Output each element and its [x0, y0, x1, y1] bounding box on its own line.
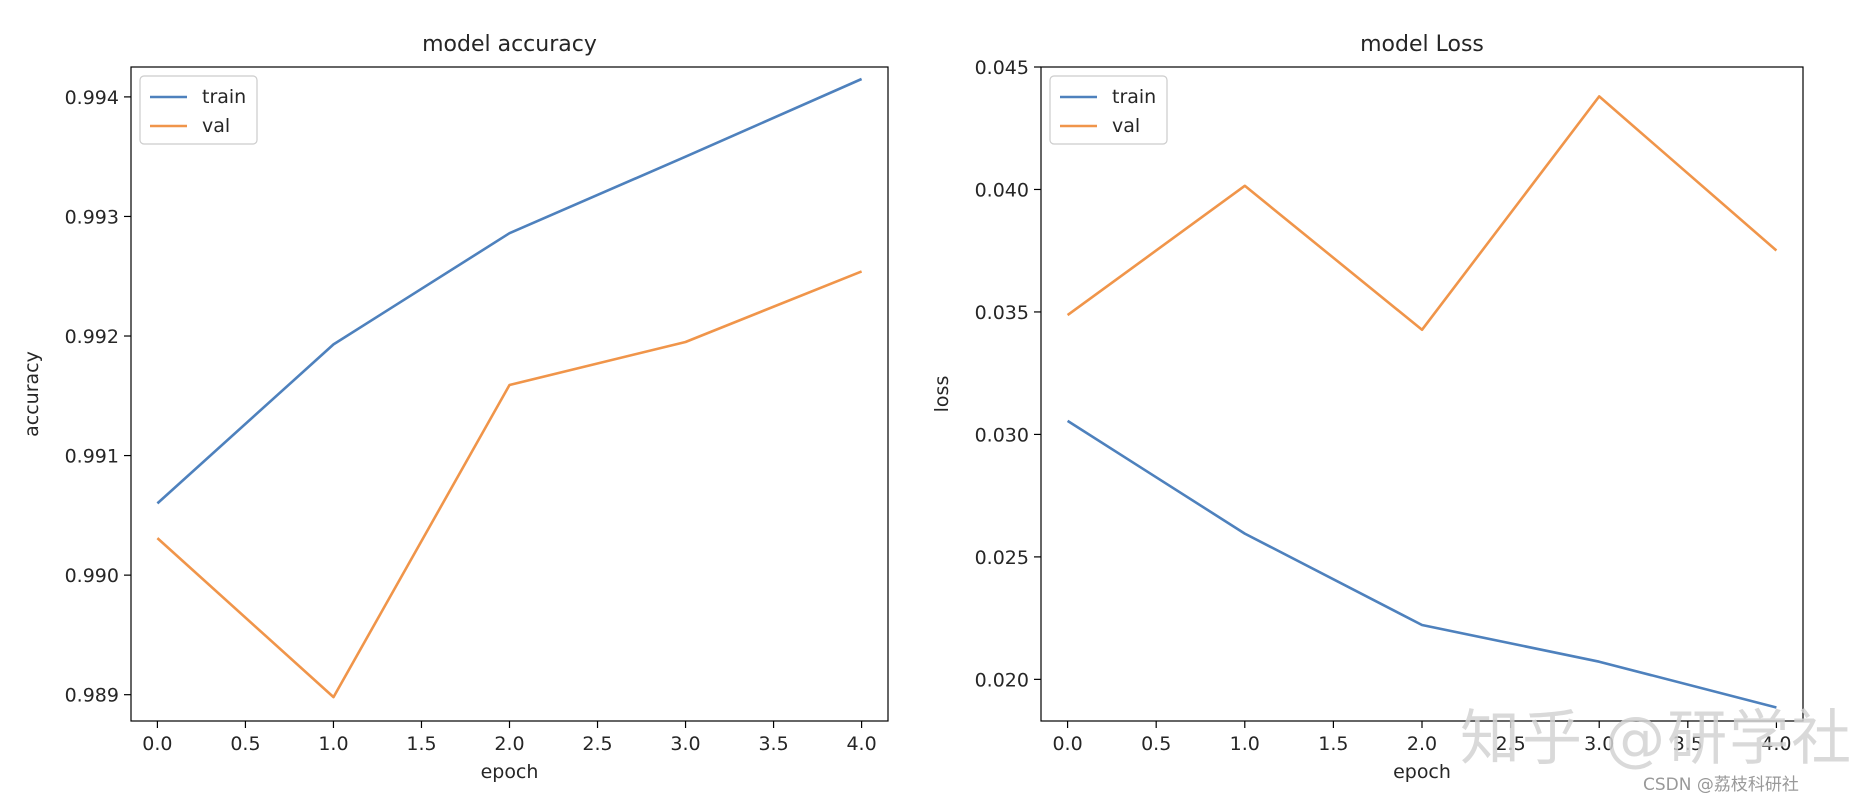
y-tick-label: 0.991 — [65, 446, 119, 468]
y-tick-label: 0.989 — [65, 685, 119, 707]
x-tick-label: 0.5 — [1141, 733, 1171, 755]
x-tick-label: 1.0 — [318, 733, 348, 755]
y-tick-label: 0.990 — [65, 565, 119, 587]
legend-label-val: val — [1112, 115, 1140, 137]
x-tick-label: 3.5 — [758, 733, 788, 755]
x-axis-label: epoch — [481, 761, 539, 783]
y-tick-label: 0.020 — [975, 669, 1029, 691]
y-tick-label: 0.993 — [65, 206, 119, 228]
y-tick-label: 0.025 — [975, 547, 1029, 569]
axes-frame — [1040, 66, 1804, 722]
y-axis-label: accuracy — [21, 351, 43, 437]
y-tick-label: 0.035 — [975, 302, 1029, 324]
x-tick-label: 0.0 — [1052, 733, 1082, 755]
series-line-val — [1066, 95, 1778, 332]
y-tick-label: 0.040 — [975, 179, 1029, 201]
legend: train val — [139, 75, 258, 145]
chart-title: model Loss — [1360, 32, 1484, 57]
chart-1: 0.0 0.5 1.0 1.5 2.0 2.5 3.0 3.5 4.0 0.989 0.990 0.9… — [21, 32, 889, 783]
x-tick-label: 4.0 — [846, 733, 876, 755]
x-tick-label: 0.0 — [142, 733, 172, 755]
x-tick-label: 1.0 — [1230, 733, 1260, 755]
legend-label-train: train — [1112, 86, 1156, 108]
x-tick-label: 2.0 — [1407, 733, 1437, 755]
x-tick-label: 1.5 — [1318, 733, 1348, 755]
y-axis-label: loss — [931, 376, 953, 413]
x-tick-label: 3.0 — [670, 733, 700, 755]
legend-label-val: val — [202, 115, 230, 137]
axes-frame — [130, 66, 889, 722]
x-tick-label: 3.0 — [1584, 733, 1614, 755]
x-tick-label: 0.5 — [230, 733, 260, 755]
series-line-train — [1066, 419, 1777, 709]
series-line-train — [156, 77, 863, 505]
y-tick-label: 0.045 — [975, 57, 1029, 79]
legend: train val — [1049, 75, 1168, 145]
legend-label-train: train — [202, 86, 246, 108]
x-tick-label: 3.5 — [1673, 733, 1703, 755]
x-tick-label: 2.5 — [1495, 733, 1525, 755]
series-line-val — [156, 270, 863, 699]
chart-title: model accuracy — [422, 32, 597, 57]
y-tick-label: 0.992 — [65, 326, 119, 348]
x-tick-label: 2.5 — [582, 733, 612, 755]
x-tick-label: 2.0 — [494, 733, 524, 755]
x-tick-label: 1.5 — [406, 733, 436, 755]
y-tick-label: 0.994 — [65, 87, 119, 109]
chart-2: 0.0 0.5 1.0 1.5 2.0 2.5 3.0 3.5 4.0 0.020 0.025 0.0… — [931, 32, 1804, 783]
x-tick-label: 4.0 — [1761, 733, 1791, 755]
x-axis-label: epoch — [1393, 761, 1451, 783]
y-tick-label: 0.030 — [975, 424, 1029, 446]
